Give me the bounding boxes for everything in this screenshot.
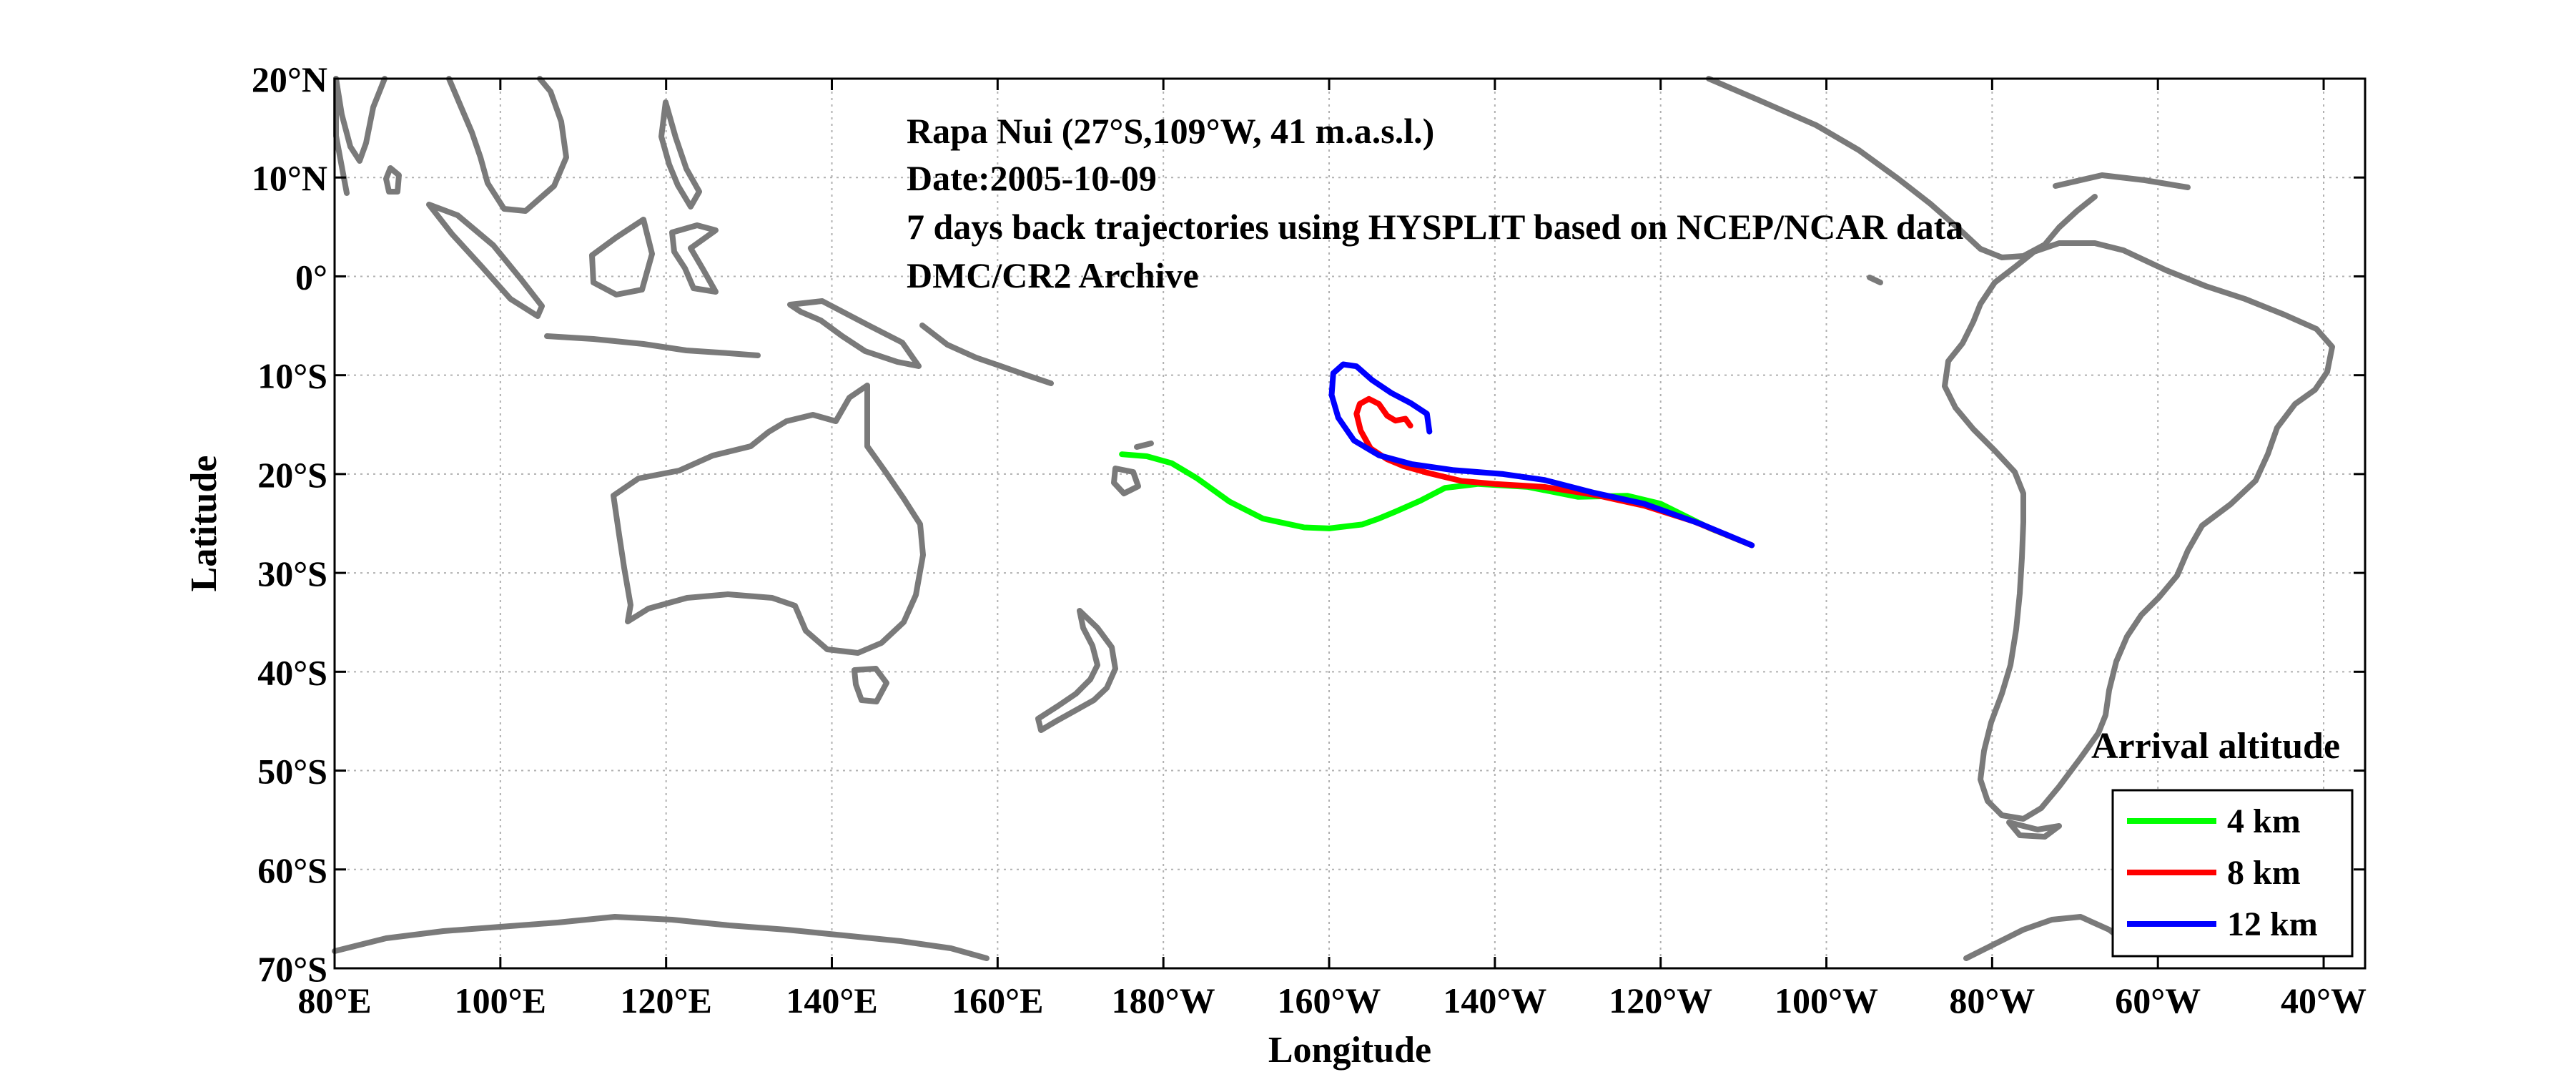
- y-tick-label: 20°N: [252, 59, 327, 99]
- x-tick-label: 160°E: [952, 980, 1043, 1021]
- x-tick-label: 120°W: [1609, 980, 1712, 1021]
- x-tick-label: 40°W: [2281, 980, 2367, 1021]
- coastline-sri-lanka: [383, 165, 402, 195]
- y-tick-label: 40°S: [257, 652, 327, 692]
- y-tick-label: 10°S: [257, 356, 327, 396]
- y-tick-label: 70°S: [257, 949, 327, 989]
- coastline-new-guinea: [787, 298, 922, 369]
- legend-title: Arrival altitude: [2091, 726, 2340, 767]
- coastline-sulawesi: [669, 222, 719, 295]
- y-tick-label: 0°: [295, 257, 327, 297]
- coastline-india: [333, 76, 388, 164]
- coastline-new-zealand: [1035, 608, 1118, 733]
- coastline-australia: [611, 383, 926, 656]
- y-tick-label: 10°N: [252, 158, 327, 198]
- coastline-melanesia: [919, 323, 1054, 386]
- coastlines: [332, 76, 2335, 961]
- coastline-fiji: [1111, 466, 1141, 496]
- legend-entries: 4 km 8 km 12 km: [2127, 802, 2318, 943]
- x-tick-label: 140°W: [1443, 980, 1546, 1021]
- coastline-antarctic-peninsula: [1963, 914, 2141, 961]
- coastline-samoa: [1134, 441, 1154, 450]
- annotation-line-2: Date:2005-10-09: [907, 158, 1157, 198]
- coastline-java: [544, 333, 761, 358]
- x-tick-label: 100°E: [455, 980, 546, 1021]
- legend-label-8-km: 8 km: [2227, 854, 2301, 892]
- x-tick-label: 80°E: [297, 980, 371, 1021]
- annotation-block: Rapa Nui (27°S,109°W, 41 m.a.s.l.) Date:…: [907, 111, 1963, 295]
- x-tick-label: 180°W: [1112, 980, 1215, 1021]
- coastline-borneo: [589, 217, 655, 297]
- trajectory-series: [1119, 361, 1755, 549]
- legend-label-4-km: 4 km: [2227, 802, 2301, 840]
- x-tick-label: 80°W: [1949, 980, 2035, 1021]
- coastline-north-america: [1706, 76, 2098, 260]
- x-tick-label: 160°W: [1278, 980, 1381, 1021]
- coastline-antarctica: [332, 914, 990, 961]
- x-axis-label: Longitude: [1268, 1030, 1431, 1071]
- x-tick-label: 100°W: [1775, 980, 1878, 1021]
- coastline-africa: [333, 76, 350, 196]
- y-tick-label: 60°S: [257, 850, 327, 890]
- y-axis-label: Latitude: [184, 456, 224, 592]
- annotation-line-3: 7 days back trajectories using HYSPLIT b…: [907, 207, 1963, 247]
- y-tick-label: 30°S: [257, 554, 327, 594]
- legend-label-12-km: 12 km: [2227, 905, 2318, 943]
- coastline-tierra-del-fuego: [2006, 820, 2062, 840]
- axis-ticks: 80°E 100°E 120°E 140°E 160°E 180°W 160°W 140°W 1…: [252, 59, 2367, 1021]
- axes-frame: [333, 77, 2367, 970]
- coastline-philippines: [658, 99, 702, 210]
- annotation-line-1: Rapa Nui (27°S,109°W, 41 m.a.s.l.): [907, 111, 1434, 151]
- y-tick-label: 50°S: [257, 752, 327, 792]
- annotation-line-4: DMC/CR2 Archive: [907, 255, 1199, 295]
- x-tick-label: 60°W: [2115, 980, 2201, 1021]
- x-tick-label: 140°E: [786, 980, 877, 1021]
- legend: Arrival altitude 4 km 8 km 12 km: [2091, 726, 2354, 958]
- x-tick-label: 120°E: [620, 980, 711, 1021]
- coastline-caribbean: [2053, 172, 2191, 190]
- coastline-tasmania: [852, 666, 889, 704]
- y-tick-label: 20°S: [257, 455, 327, 495]
- coastline-sumatra: [426, 202, 545, 319]
- trajectory-12-km: [1328, 361, 1755, 549]
- coastline-galapagos: [1867, 275, 1883, 285]
- coastline-indochina: [446, 76, 569, 214]
- coastline-south-america: [1942, 240, 2335, 822]
- grid-lines: [334, 78, 2365, 969]
